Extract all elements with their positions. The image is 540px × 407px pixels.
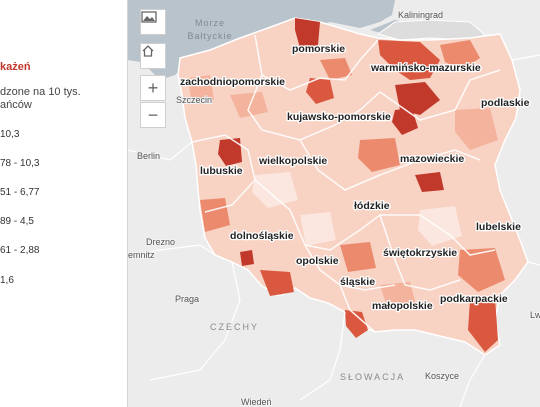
legend-item: 61 - 2,88 (0, 245, 40, 256)
basemap-gallery-icon (141, 11, 157, 23)
county-patch (188, 75, 214, 104)
region-label: dolnośląskie (230, 230, 294, 242)
country-borders (128, 54, 540, 407)
border-line (128, 244, 216, 256)
county-patch (358, 138, 400, 172)
icon-mountain (143, 16, 155, 21)
home-button[interactable] (140, 43, 166, 69)
border-line (379, 214, 461, 291)
kaliningrad-oblast (376, 19, 486, 41)
county-patch (415, 172, 444, 192)
place-label: Kaliningrad (398, 10, 443, 20)
border-line (128, 141, 193, 161)
region-label: podlaskie (481, 97, 530, 109)
place-label: emnitz (128, 250, 155, 260)
basemap-gallery-button[interactable] (140, 9, 166, 35)
border-line (527, 261, 540, 266)
region-label: mazowieckie (400, 153, 464, 165)
legend-subtitle: dzone na 10 tys. ańców (0, 86, 120, 112)
county-patch (260, 270, 294, 296)
county-patch (240, 250, 254, 266)
county-patch (300, 212, 336, 246)
region-label: śląskie (340, 276, 375, 288)
county-patch (230, 92, 268, 118)
county-patch (295, 18, 320, 48)
region-label: łódzkie (354, 200, 390, 212)
border-line (379, 69, 501, 121)
region-label: pomorskie (292, 43, 345, 55)
place-label: Koszyce (425, 371, 459, 381)
county-patch (455, 108, 498, 150)
legend-item: 51 - 6,77 (0, 187, 40, 198)
county-patch (440, 40, 480, 70)
country-label: CZECHY (210, 322, 259, 332)
region-label: świętokrzyskie (383, 247, 457, 259)
zoom-out-button[interactable]: − (140, 102, 166, 128)
region-label: lubelskie (476, 221, 521, 233)
place-label: Praga (175, 294, 199, 304)
county-patch (320, 58, 352, 80)
county-patch (458, 248, 505, 292)
border-line (299, 311, 346, 401)
voivodeship-borders (191, 34, 501, 333)
baltic-sea (128, 0, 395, 80)
place-label: Drezno (146, 237, 175, 247)
region-label: małopolskie (372, 300, 433, 312)
place-label: Szczecin (176, 95, 212, 105)
county-patch (306, 78, 334, 104)
border-line (511, 54, 540, 61)
choropleth-counties (188, 18, 505, 352)
legend-subtitle-line1: dzone na 10 tys. (0, 86, 81, 98)
border-line (419, 214, 496, 256)
legend-subtitle-line2: ańców (0, 99, 32, 111)
county-patch (252, 172, 298, 208)
border-line (191, 134, 256, 213)
county-patch (200, 198, 230, 232)
county-patch (395, 82, 440, 115)
map-view[interactable]: Morze Bałtyckie Kaliningrad Szczecin Ber… (128, 0, 540, 407)
county-patch (345, 310, 368, 338)
region-label: lubuskie (200, 165, 243, 177)
county-patch (218, 138, 242, 166)
place-label: Berlin (137, 151, 160, 161)
county-patch (380, 282, 416, 310)
map-canvas[interactable]: Morze Bałtyckie Kaliningrad Szczecin Ber… (128, 0, 540, 407)
region-label: zachodniopomorskie (180, 76, 285, 88)
legend-panel: każeń dzone na 10 tys. ańców 10,3 78 - 1… (0, 0, 128, 407)
country-label: SŁOWACJA (340, 372, 405, 382)
county-patch (378, 40, 440, 80)
place-label: Lw (530, 310, 540, 320)
home-icon (142, 45, 154, 57)
zoom-in-button[interactable]: + (140, 75, 166, 101)
border-line (459, 354, 486, 407)
border-line (299, 139, 481, 191)
place-label: Wiedeń (241, 397, 272, 407)
region-label: warmińsko-mazurskie (370, 62, 481, 74)
region-label: opolskie (296, 255, 339, 267)
legend-item: 10,3 (0, 129, 20, 140)
icon-frame (141, 11, 157, 23)
legend-title: każeń (0, 61, 31, 73)
border-line (149, 261, 241, 381)
legend-item: 89 - 4,5 (0, 216, 34, 227)
sea-label: Bałtyckie (187, 31, 232, 41)
border-line (339, 284, 376, 333)
region-label: wielkopolskie (258, 155, 327, 167)
sea-label: Morze (195, 18, 225, 28)
county-patch (340, 242, 376, 272)
legend-item: 78 - 10,3 (0, 158, 40, 169)
region-label: podkarpackie (440, 293, 508, 305)
region-label: kujawsko-pomorskie (287, 111, 391, 123)
icon-house (142, 45, 154, 57)
legend-item: 1,6 (0, 275, 14, 286)
county-patch (468, 298, 498, 352)
